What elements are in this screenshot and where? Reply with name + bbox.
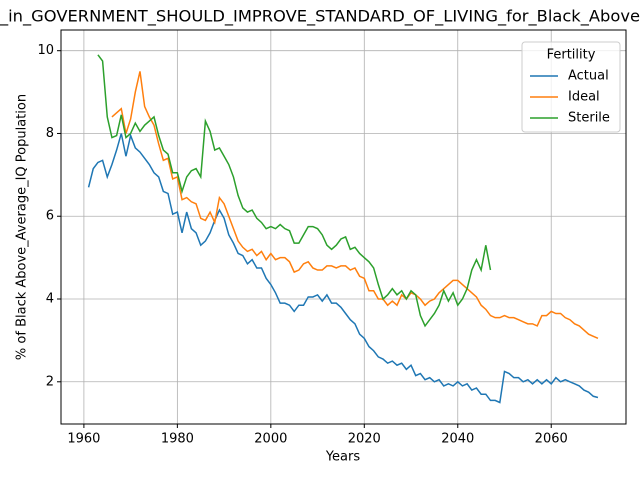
- legend-label: Ideal: [568, 90, 600, 105]
- x-tick-label: 2060: [535, 432, 568, 447]
- legend-label: Sterile: [568, 111, 610, 126]
- legend-label: Actual: [568, 69, 609, 84]
- x-tick-label: 1980: [161, 432, 194, 447]
- legend-title: Fertility: [547, 48, 596, 63]
- x-axis-label: Years: [325, 450, 361, 465]
- y-tick-label: 2: [46, 374, 54, 389]
- series-line: [87, 132, 599, 404]
- x-tick-label: 2000: [254, 432, 287, 447]
- chart-title: _in_GOVERNMENT_SHOULD_IMPROVE_STANDARD_O…: [0, 7, 640, 27]
- legend-box: [521, 41, 621, 133]
- y-axis-label: % of Black Above_Average_IQ Population: [15, 94, 30, 360]
- legend: Fertility Actual Ideal Sterile: [521, 41, 621, 133]
- y-tick-label: 8: [46, 126, 54, 141]
- series-line: [111, 71, 599, 340]
- x-tick-label: 1960: [67, 432, 100, 447]
- plot-frame: [60, 29, 627, 425]
- x-tick-label: 2040: [441, 432, 474, 447]
- x-tick-label: 2020: [348, 432, 381, 447]
- y-tick-label: 6: [46, 209, 54, 224]
- y-tick-label: 4: [46, 292, 54, 307]
- y-tick-label: 10: [37, 43, 54, 58]
- series-line: [97, 54, 492, 328]
